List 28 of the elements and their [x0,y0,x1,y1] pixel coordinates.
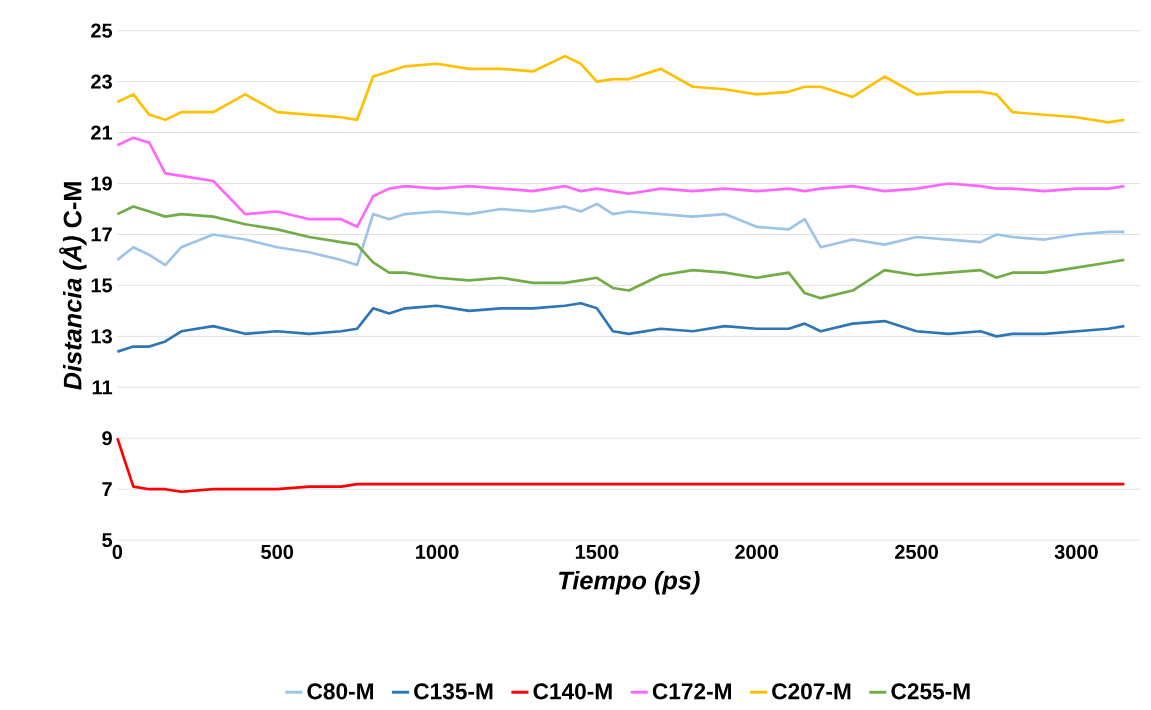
y-axis-title: Distancia (Å) C-M [59,182,87,391]
line-series [116,205,1126,300]
y-tick-label: 17 [91,227,112,242]
line-series [116,136,1126,229]
y-tick-label: 25 [91,23,113,38]
legend-label: C255-M [891,683,970,700]
legend-label: C140-M [533,683,612,700]
legend-label: C135-M [414,683,493,700]
x-tick-label: 0 [112,545,123,560]
legend-label: C207-M [772,683,851,700]
y-tick-label: 15 [91,278,113,293]
y-tick-label: 13 [91,329,112,344]
x-tick-label: 3000 [1054,545,1098,560]
y-tick-label: 19 [91,176,112,191]
y-tick-label: 21 [91,125,113,140]
legend-label: C172-M [652,683,731,700]
y-tick-label: 5 [102,533,113,548]
x-tick-label: 2000 [735,545,779,560]
legend-label: C80-M [307,683,374,700]
x-axis-title: Tiempo (ps) [559,571,700,595]
x-tick-label: 1500 [575,545,619,560]
y-tick-label: 7 [102,482,112,497]
x-tick-label: 1000 [416,545,459,560]
y-tick-label: 11 [92,380,113,395]
y-tick-label: 9 [102,431,112,446]
y-tick-label: 23 [91,74,112,89]
x-tick-label: 2500 [895,545,938,560]
x-tick-label: 500 [261,545,294,560]
